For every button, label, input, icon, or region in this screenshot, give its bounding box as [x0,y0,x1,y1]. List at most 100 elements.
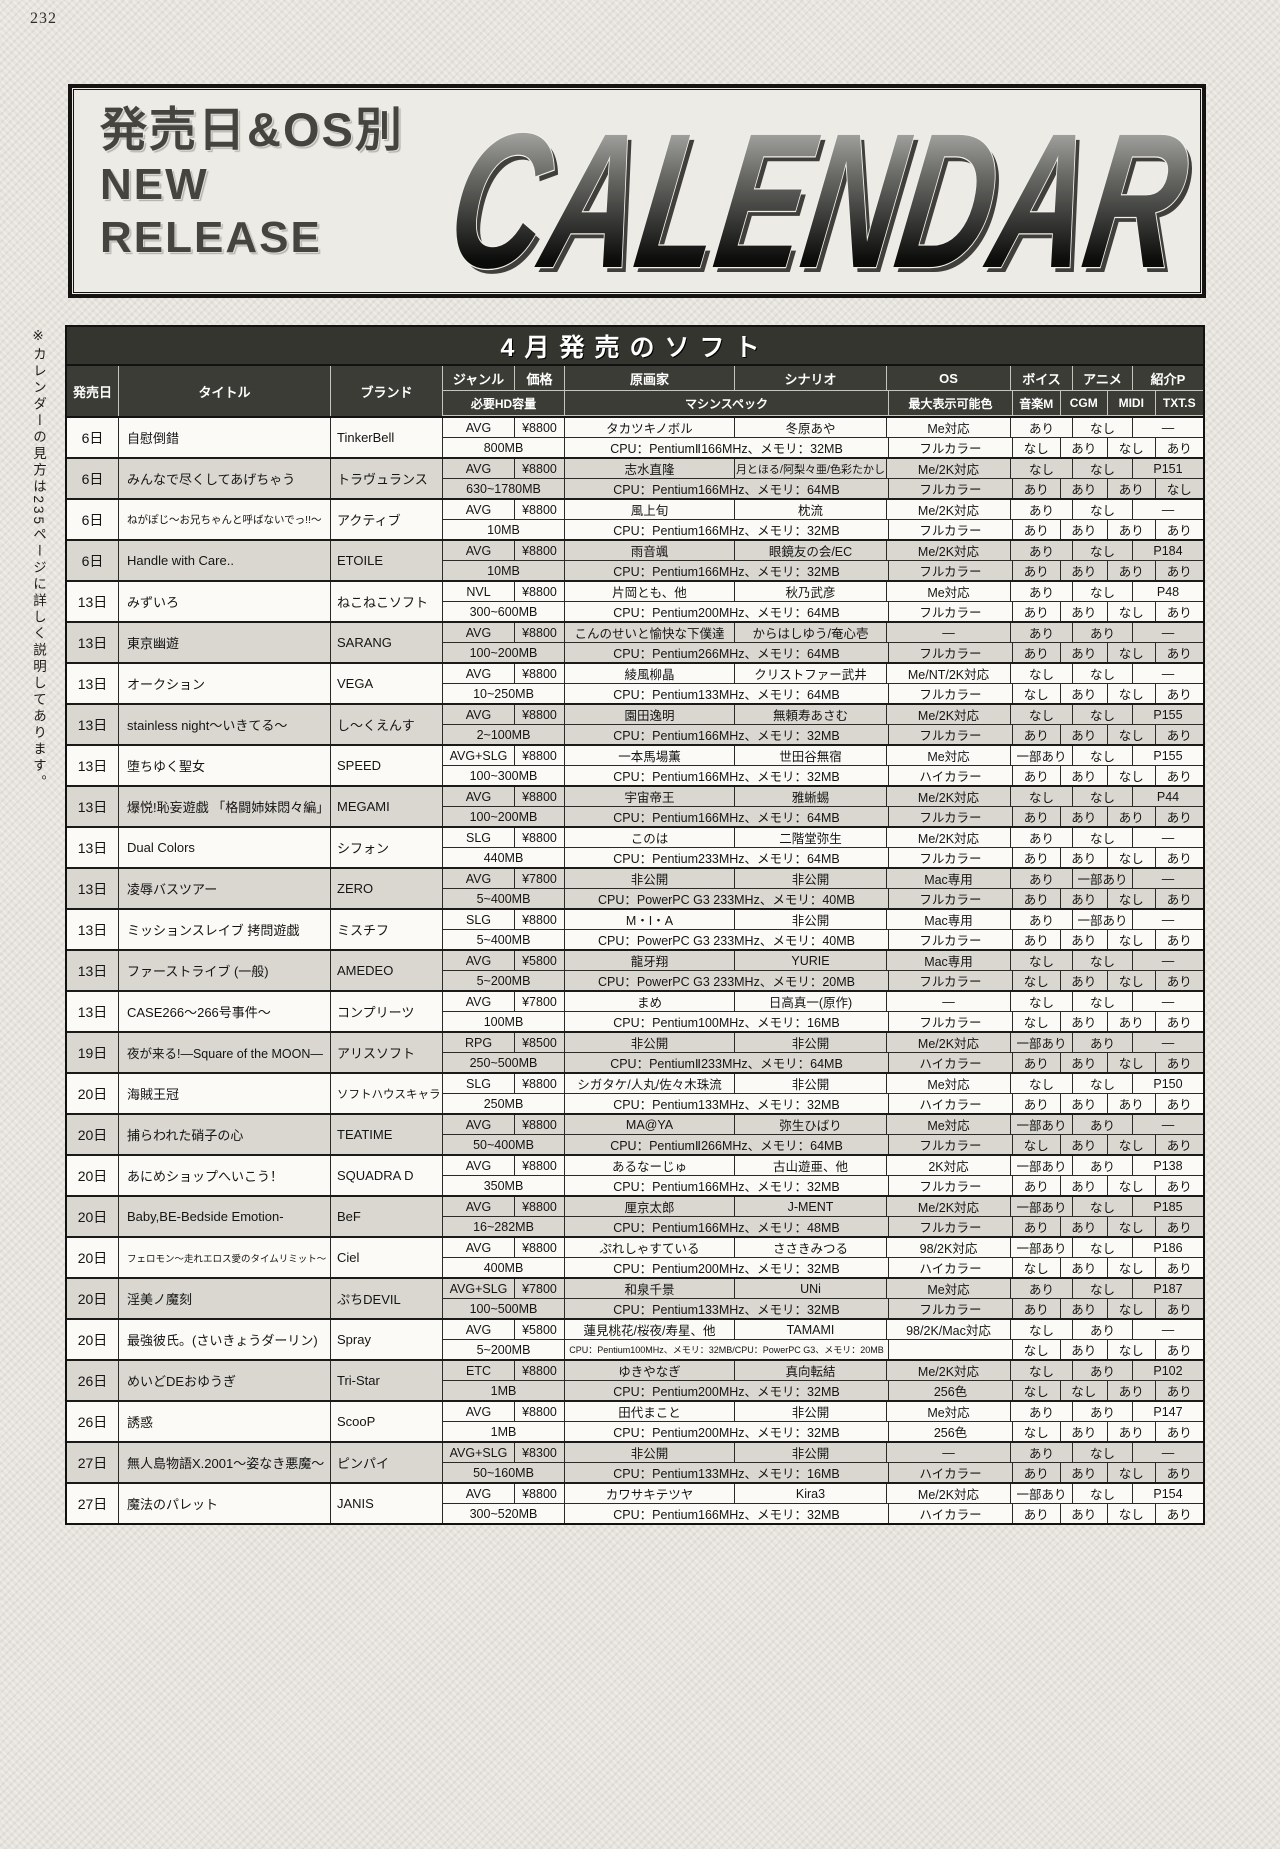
table-row: 26日 誘惑 ScooP AVG ¥8800 田代まこと 非公開 Me対応 あり… [67,1402,1203,1443]
banner-text-block: 発売日&OS別 NEW RELEASE [100,106,404,260]
title-cell: ファーストライブ (一般) [119,951,331,990]
release-date-cell: 13日 [67,992,119,1031]
genre-cell: AVG [443,418,515,437]
cgm-cell: あり [1060,561,1108,580]
hd-capacity-cell: 800MB [443,438,565,457]
genre-cell: AVG [443,500,515,519]
os-cell: — [887,992,1011,1011]
brand-cell: MEGAMI [331,787,443,826]
machine-spec-cell: CPU：PentiumⅡ233MHz、メモリ：64MB [565,1053,889,1072]
intro-page-cell: — [1133,1033,1203,1052]
title-cell: 捕らわれた硝子の心 [119,1115,331,1154]
wordmark-shadow-text: CALENDAR [441,98,1198,296]
machine-spec-cell: CPU：Pentium200MHz、メモリ：32MB [565,1381,889,1400]
txts-cell: あり [1155,889,1203,908]
table-row: 13日 オークション VEGA AVG ¥8800 綾風柳晶 クリストファー武井… [67,664,1203,705]
os-cell: — [887,623,1011,642]
hd-capacity-cell: 350MB [443,1176,565,1195]
os-cell: 98/2K/Mac対応 [887,1320,1011,1339]
cgm-cell: あり [1060,602,1108,621]
anime-cell: なし [1073,1484,1133,1503]
genre-cell: AVG [443,1238,515,1257]
release-date-cell: 27日 [67,1484,119,1523]
col-header-txts: TXT.S [1155,391,1203,416]
price-cell: ¥8800 [515,500,565,519]
hd-capacity-cell: 630~1780MB [443,479,565,498]
artist-cell: こんのせいと愉快な下僕達 [565,623,735,642]
side-note: ※カレンダーの見方は235ページに詳しく説明してあります。 [31,328,46,792]
machine-spec-cell: CPU：Pentium100MHz、メモリ：32MB/CPU：PowerPC G… [565,1340,889,1359]
table-row: 20日 淫美ノ魔刻 ぷちDEVIL AVG+SLG ¥7800 和泉千景 UNi… [67,1279,1203,1320]
music-cell: あり [1013,1504,1061,1523]
voice-cell: あり [1011,910,1073,929]
anime-cell: なし [1073,787,1133,806]
max-colors-cell: ハイカラー [889,766,1013,785]
release-date-cell: 13日 [67,910,119,949]
music-cell: あり [1013,602,1061,621]
col-header-date: 発売日 [67,366,119,416]
table-row: 20日 あにめショップへいこう！ SQUADRA D AVG ¥8800 あるな… [67,1156,1203,1197]
title-cell: 誘惑 [119,1402,331,1441]
intro-page-cell: P102 [1133,1361,1203,1380]
title-cell: 海賊王冠 [119,1074,331,1113]
release-date-cell: 6日 [67,500,119,539]
max-colors-cell: フルカラー [889,643,1013,662]
os-cell: Me対応 [887,1074,1011,1093]
cgm-cell: あり [1060,971,1108,990]
price-cell: ¥8800 [515,459,565,478]
artist-cell: 風上旬 [565,500,735,519]
price-cell: ¥5800 [515,1320,565,1339]
artist-cell: MA@YA [565,1115,735,1134]
scenario-cell: Kira3 [735,1484,887,1503]
table-row: 13日 爆悦!恥妄遊戯 「格闘姉妹悶々編」 MEGAMI AVG ¥8800 宇… [67,787,1203,828]
brand-cell: SQUADRA D [331,1156,443,1195]
max-colors-cell: フルカラー [889,1176,1013,1195]
genre-cell: AVG [443,1197,515,1216]
cgm-cell: なし [1060,1381,1108,1400]
scenario-cell: 非公開 [735,1443,887,1462]
anime-cell: なし [1073,664,1133,683]
voice-cell: あり [1011,500,1073,519]
genre-cell: ETC [443,1361,515,1380]
genre-cell: AVG+SLG [443,1279,515,1298]
midi-cell: なし [1108,1258,1156,1277]
brand-cell: し〜くえんす [331,705,443,744]
price-cell: ¥8800 [515,1484,565,1503]
intro-page-cell: P155 [1133,705,1203,724]
cgm-cell: あり [1060,1094,1108,1113]
price-cell: ¥7800 [515,1279,565,1298]
hd-capacity-cell: 250~500MB [443,1053,565,1072]
hd-capacity-cell: 100~200MB [443,643,565,662]
artist-cell: 龍牙翔 [565,951,735,970]
brand-cell: コンプリーツ [331,992,443,1031]
midi-cell: なし [1108,930,1156,949]
max-colors-cell: 256色 [889,1422,1013,1441]
voice-cell: 一部あり [1011,1197,1073,1216]
os-cell: Me対応 [887,1279,1011,1298]
release-date-cell: 27日 [67,1443,119,1482]
release-date-cell: 26日 [67,1361,119,1400]
scenario-cell: 非公開 [735,910,887,929]
col-header-music: 音楽M [1013,391,1061,416]
music-cell: あり [1013,848,1061,867]
genre-cell: AVG [443,664,515,683]
os-cell: Me/2K対応 [887,459,1011,478]
hd-capacity-cell: 400MB [443,1258,565,1277]
artist-cell: 雨音颯 [565,541,735,560]
voice-cell: あり [1011,582,1073,601]
midi-cell: あり [1108,561,1156,580]
midi-cell: なし [1108,643,1156,662]
anime-cell: なし [1073,705,1133,724]
anime-cell: あり [1073,1361,1133,1380]
scenario-cell: YURIE [735,951,887,970]
music-cell: あり [1013,1299,1061,1318]
artist-cell: 一本馬場薫 [565,746,735,765]
brand-cell: SPEED [331,746,443,785]
midi-cell: あり [1108,479,1156,498]
midi-cell: なし [1108,1299,1156,1318]
music-cell: あり [1013,807,1061,826]
brand-cell: ミスチフ [331,910,443,949]
release-date-cell: 26日 [67,1402,119,1441]
midi-cell: なし [1108,766,1156,785]
music-cell: なし [1013,971,1061,990]
